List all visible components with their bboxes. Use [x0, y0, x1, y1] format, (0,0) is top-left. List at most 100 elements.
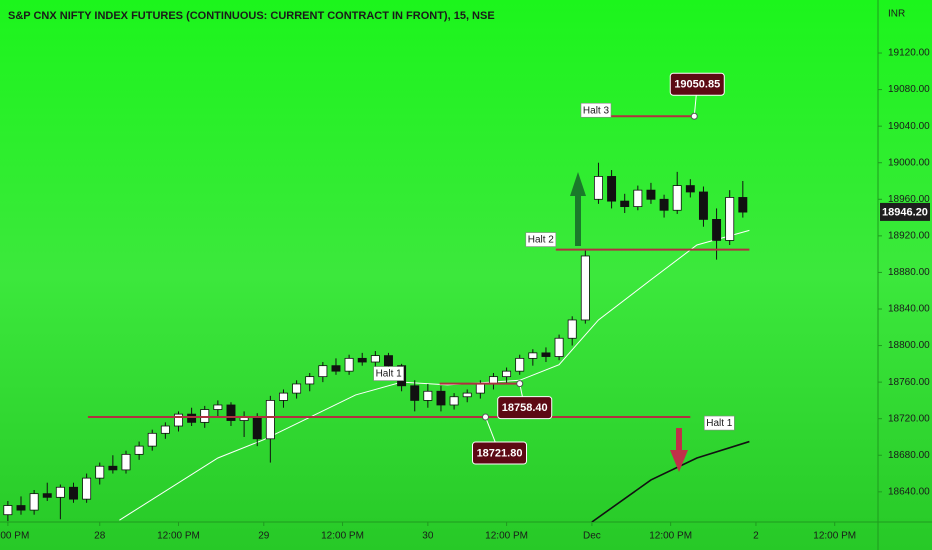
candle-body: [449, 396, 459, 406]
candle-body: [410, 385, 420, 401]
x-tick-label: 12:00 PM: [321, 531, 364, 542]
y-tick-label: 18920.00: [888, 231, 930, 242]
level-tag: Halt 1: [706, 418, 733, 429]
x-tick-label: 12:00 PM: [813, 531, 856, 542]
y-tick-label: 18840.00: [888, 304, 930, 315]
candle: [121, 450, 131, 474]
level-tag-box: [373, 366, 404, 381]
moving-average: [591, 440, 750, 522]
candle: [69, 482, 78, 503]
candle: [502, 367, 512, 384]
x-tick-label: 12:00 PM: [0, 531, 29, 542]
x-tick-label: 12:00 PM: [485, 531, 528, 542]
candle: [42, 482, 52, 501]
candle-body: [174, 413, 183, 427]
candle-body: [528, 352, 538, 359]
candle: [646, 182, 656, 204]
candle: [174, 411, 183, 432]
y-tick-label: 19040.00: [888, 121, 930, 132]
candle: [213, 400, 223, 417]
candle: [344, 354, 354, 375]
y-tick-label: 18680.00: [888, 450, 930, 461]
callout-box: [497, 396, 553, 420]
y-tick-label: 18800.00: [888, 340, 930, 351]
level-point: [516, 380, 524, 388]
x-tick-label: 12:00 PM: [649, 531, 692, 542]
candle-body: [69, 486, 78, 500]
candle-body: [515, 357, 525, 372]
callout-label: 18721.80: [477, 447, 523, 459]
candle-body: [3, 505, 13, 516]
candle-body: [200, 409, 210, 423]
plot-area: [3, 115, 750, 522]
candle-body: [95, 465, 105, 479]
candle: [515, 354, 525, 375]
candle-body: [160, 425, 170, 434]
level-tag: Halt 2: [528, 235, 555, 246]
candle: [712, 208, 722, 260]
candle-body: [147, 432, 157, 447]
moving-average: [119, 229, 750, 521]
candle: [95, 462, 105, 485]
candle: [725, 190, 735, 246]
candle: [567, 316, 577, 346]
candle: [738, 181, 748, 218]
candle: [462, 389, 472, 403]
x-tick-label: 2: [753, 531, 759, 542]
candle-body: [134, 445, 144, 455]
candle-body: [29, 493, 39, 511]
candle: [3, 500, 13, 522]
candle-body: [685, 185, 695, 193]
candle-body: [436, 390, 446, 406]
candle: [672, 171, 682, 214]
candle-body: [672, 185, 682, 211]
candle-body: [292, 383, 302, 394]
candle-body: [55, 486, 65, 498]
y-tick-label: 18960.00: [888, 194, 930, 205]
candle-body: [725, 197, 735, 241]
candle-body: [738, 197, 748, 213]
level-point: [690, 112, 698, 120]
candle: [265, 395, 275, 463]
candle-body: [712, 219, 722, 241]
candle: [370, 351, 380, 368]
candle-body: [265, 400, 275, 440]
candle-body: [698, 191, 708, 220]
candle-body: [462, 392, 472, 398]
candle-body: [108, 465, 118, 471]
level-tag-box: [525, 232, 557, 247]
callout-box: [472, 441, 528, 465]
candle-body: [16, 505, 26, 511]
candle-body: [357, 357, 367, 363]
candle-body: [305, 376, 315, 385]
candle: [528, 349, 538, 366]
candle: [82, 473, 92, 503]
level-tag-box: [704, 415, 735, 431]
level-tag-box: [580, 102, 612, 118]
candle: [292, 380, 302, 399]
y-tick-label: 18760.00: [888, 377, 930, 388]
up-arrow: [570, 172, 586, 246]
candle-body: [370, 355, 380, 363]
candle: [633, 185, 643, 211]
y-tick-label: 18640.00: [888, 486, 930, 497]
candle-body: [82, 477, 92, 500]
candle: [357, 352, 367, 366]
candle: [279, 389, 288, 408]
candle: [607, 170, 617, 209]
candle-body: [279, 392, 288, 401]
candle-body: [620, 200, 630, 208]
candle-body: [567, 319, 577, 339]
x-tick-label: 29: [258, 531, 270, 542]
candle-body: [318, 365, 328, 378]
callout-label: 18758.40: [502, 402, 548, 414]
candle: [108, 455, 118, 474]
candle-body: [121, 453, 131, 471]
candle: [16, 496, 26, 515]
chart-title: S&P CNX NIFTY INDEX FUTURES (CONTINUOUS:…: [8, 10, 495, 22]
candle: [55, 484, 65, 520]
candle: [685, 179, 695, 198]
down-arrow: [670, 428, 688, 472]
